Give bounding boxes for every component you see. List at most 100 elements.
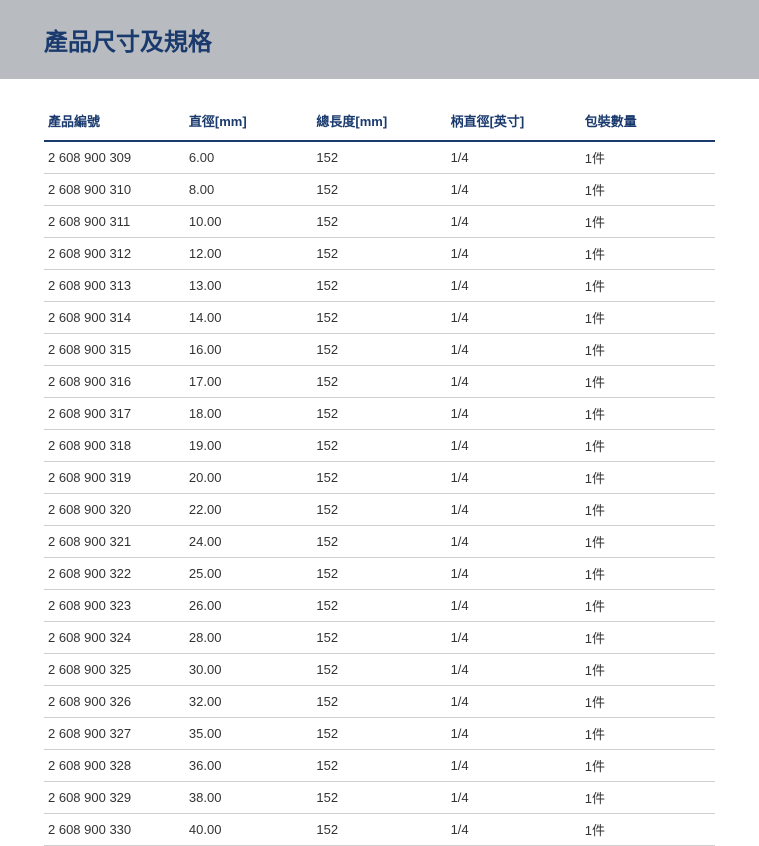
table-cell: 2 608 900 309 — [44, 141, 185, 174]
table-cell: 1/4 — [447, 238, 581, 270]
table-row: 2 608 900 31819.001521/41件 — [44, 430, 715, 462]
table-cell: 152 — [312, 141, 446, 174]
table-cell: 1/4 — [447, 334, 581, 366]
table-cell: 20.00 — [185, 462, 312, 494]
table-cell: 8.00 — [185, 174, 312, 206]
table-row: 2 608 900 32632.001521/41件 — [44, 686, 715, 718]
table-cell: 152 — [312, 238, 446, 270]
table-body: 2 608 900 3096.001521/41件2 608 900 3108.… — [44, 141, 715, 846]
table-row: 2 608 900 32735.001521/41件 — [44, 718, 715, 750]
table-cell: 152 — [312, 686, 446, 718]
table-row: 2 608 900 31313.001521/41件 — [44, 270, 715, 302]
table-cell: 1件 — [581, 141, 715, 174]
table-cell: 152 — [312, 206, 446, 238]
table-row: 2 608 900 31212.001521/41件 — [44, 238, 715, 270]
table-cell: 1/4 — [447, 526, 581, 558]
table-header-row: 產品編號 直徑[mm] 總長度[mm] 柄直徑[英寸] 包裝數量 — [44, 103, 715, 141]
col-header-pack: 包裝數量 — [581, 103, 715, 141]
table-cell: 152 — [312, 558, 446, 590]
table-cell: 2 608 900 321 — [44, 526, 185, 558]
table-cell: 1件 — [581, 238, 715, 270]
table-row: 2 608 900 3096.001521/41件 — [44, 141, 715, 174]
table-cell: 1/4 — [447, 654, 581, 686]
table-cell: 152 — [312, 398, 446, 430]
table-cell: 1件 — [581, 334, 715, 366]
table-cell: 152 — [312, 302, 446, 334]
table-cell: 17.00 — [185, 366, 312, 398]
table-cell: 2 608 900 326 — [44, 686, 185, 718]
table-cell: 2 608 900 328 — [44, 750, 185, 782]
table-cell: 40.00 — [185, 814, 312, 846]
table-cell: 38.00 — [185, 782, 312, 814]
table-cell: 2 608 900 317 — [44, 398, 185, 430]
table-cell: 1/4 — [447, 302, 581, 334]
table-cell: 152 — [312, 366, 446, 398]
table-cell: 2 608 900 311 — [44, 206, 185, 238]
table-cell: 1/4 — [447, 174, 581, 206]
spec-table: 產品編號 直徑[mm] 總長度[mm] 柄直徑[英寸] 包裝數量 2 608 9… — [44, 103, 715, 846]
table-cell: 152 — [312, 334, 446, 366]
table-cell: 1/4 — [447, 718, 581, 750]
table-cell: 1件 — [581, 814, 715, 846]
table-cell: 24.00 — [185, 526, 312, 558]
table-cell: 1件 — [581, 750, 715, 782]
table-cell: 152 — [312, 718, 446, 750]
table-row: 2 608 900 32530.001521/41件 — [44, 654, 715, 686]
table-cell: 1件 — [581, 590, 715, 622]
table-row: 2 608 900 32428.001521/41件 — [44, 622, 715, 654]
table-cell: 2 608 900 315 — [44, 334, 185, 366]
table-cell: 22.00 — [185, 494, 312, 526]
table-cell: 26.00 — [185, 590, 312, 622]
table-cell: 25.00 — [185, 558, 312, 590]
table-cell: 1件 — [581, 494, 715, 526]
col-header-shank: 柄直徑[英寸] — [447, 103, 581, 141]
table-row: 2 608 900 3108.001521/41件 — [44, 174, 715, 206]
table-row: 2 608 900 31920.001521/41件 — [44, 462, 715, 494]
table-cell: 18.00 — [185, 398, 312, 430]
table-cell: 19.00 — [185, 430, 312, 462]
table-row: 2 608 900 32836.001521/41件 — [44, 750, 715, 782]
table-cell: 1件 — [581, 462, 715, 494]
table-row: 2 608 900 32124.001521/41件 — [44, 526, 715, 558]
table-row: 2 608 900 33040.001521/41件 — [44, 814, 715, 846]
table-row: 2 608 900 32225.001521/41件 — [44, 558, 715, 590]
table-cell: 152 — [312, 654, 446, 686]
table-cell: 1件 — [581, 174, 715, 206]
table-cell: 152 — [312, 622, 446, 654]
table-cell: 2 608 900 330 — [44, 814, 185, 846]
table-cell: 2 608 900 316 — [44, 366, 185, 398]
table-cell: 1/4 — [447, 558, 581, 590]
table-cell: 35.00 — [185, 718, 312, 750]
table-row: 2 608 900 32938.001521/41件 — [44, 782, 715, 814]
table-cell: 14.00 — [185, 302, 312, 334]
table-cell: 2 608 900 318 — [44, 430, 185, 462]
table-cell: 152 — [312, 270, 446, 302]
table-cell: 2 608 900 325 — [44, 654, 185, 686]
table-cell: 1/4 — [447, 270, 581, 302]
table-cell: 1/4 — [447, 366, 581, 398]
col-header-length: 總長度[mm] — [312, 103, 446, 141]
table-cell: 1/4 — [447, 590, 581, 622]
table-cell: 1件 — [581, 654, 715, 686]
table-cell: 1件 — [581, 398, 715, 430]
table-cell: 1/4 — [447, 686, 581, 718]
table-cell: 1件 — [581, 302, 715, 334]
header-band: 產品尺寸及規格 — [0, 0, 759, 79]
table-cell: 152 — [312, 494, 446, 526]
table-cell: 1/4 — [447, 814, 581, 846]
table-cell: 1件 — [581, 782, 715, 814]
table-cell: 152 — [312, 590, 446, 622]
table-cell: 2 608 900 323 — [44, 590, 185, 622]
table-cell: 13.00 — [185, 270, 312, 302]
col-header-product-no: 產品編號 — [44, 103, 185, 141]
table-row: 2 608 900 31516.001521/41件 — [44, 334, 715, 366]
col-header-diameter: 直徑[mm] — [185, 103, 312, 141]
table-cell: 1/4 — [447, 494, 581, 526]
table-cell: 2 608 900 314 — [44, 302, 185, 334]
table-cell: 1/4 — [447, 462, 581, 494]
table-row: 2 608 900 31110.001521/41件 — [44, 206, 715, 238]
table-cell: 2 608 900 329 — [44, 782, 185, 814]
table-cell: 152 — [312, 814, 446, 846]
table-head: 產品編號 直徑[mm] 總長度[mm] 柄直徑[英寸] 包裝數量 — [44, 103, 715, 141]
table-cell: 1件 — [581, 206, 715, 238]
